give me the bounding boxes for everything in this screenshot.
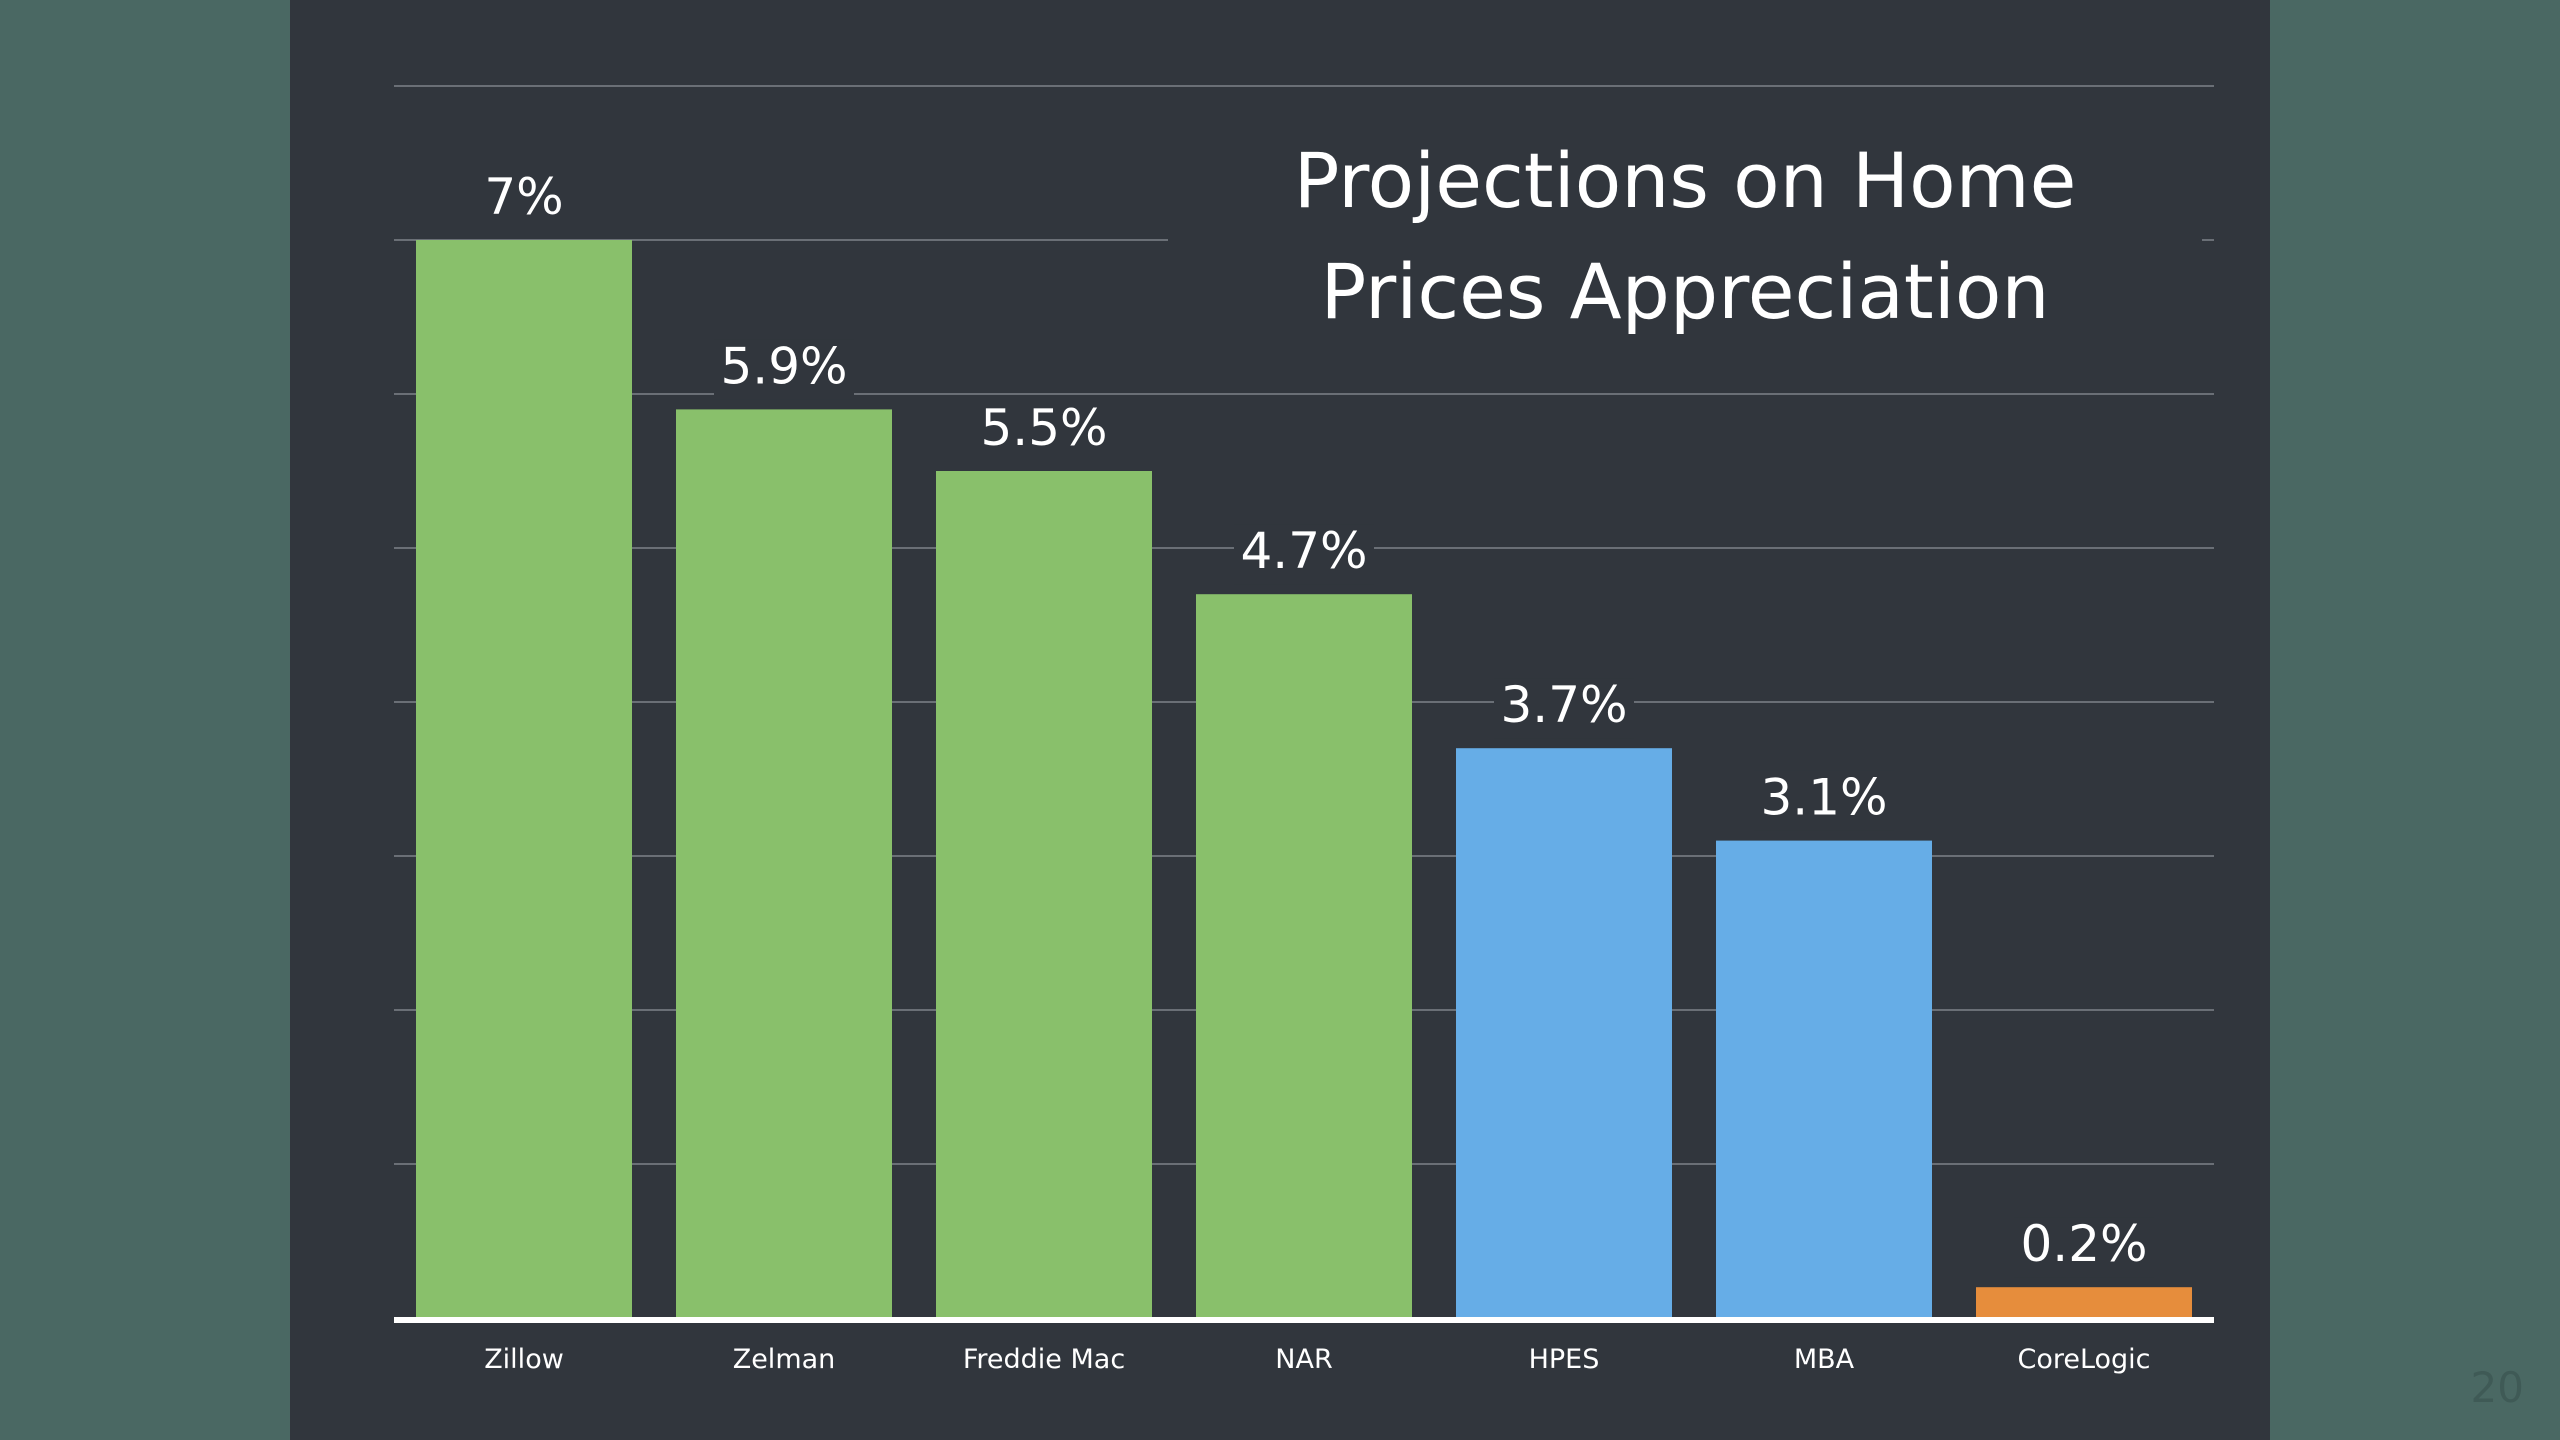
data-label-backdrop (1754, 770, 1894, 831)
bar-hpes (1456, 748, 1672, 1318)
bar-zillow (416, 240, 632, 1318)
data-label-backdrop (974, 401, 1114, 461)
bar-zelman (676, 409, 892, 1318)
category-tick-label: Freddie Mac (963, 1344, 1125, 1375)
title-backdrop (1168, 130, 2202, 370)
chart-title-line-1: Projections on Home (1294, 136, 2077, 225)
chart-title: Projections on Home Prices Appreciation (1294, 136, 2077, 336)
category-tick-label: HPES (1529, 1344, 1600, 1375)
data-label-backdrop (2014, 1217, 2154, 1278)
data-label: 5.5% (980, 399, 1107, 457)
data-label-backdrop (714, 339, 854, 400)
category-tick-label: CoreLogic (2017, 1344, 2150, 1375)
data-label: 4.7% (1240, 522, 1367, 580)
category-tick-label: Zelman (733, 1344, 836, 1375)
data-label-backdrop (1494, 678, 1634, 739)
category-tick-label: Zillow (484, 1344, 564, 1375)
bar-corelogic (1976, 1287, 2192, 1318)
category-tick-label: MBA (1794, 1344, 1855, 1375)
page-number: 20 (2470, 1363, 2524, 1412)
category-tick-labels: Zillow Zelman Freddie Mac NAR HPES MBA CoreLog… (484, 1344, 2150, 1375)
data-labels: 7% 5.9% 5.5% 4.7% 3.7% 3.1% 0.2% (484, 168, 2147, 1273)
bar-freddie-mac (936, 471, 1152, 1318)
data-label: 3.1% (1760, 769, 1887, 827)
data-label: 3.7% (1500, 676, 1627, 734)
bar-nar (1196, 594, 1412, 1318)
data-label: 0.2% (2020, 1215, 2147, 1273)
bars (416, 170, 2192, 1318)
bar-mba (1716, 840, 1932, 1318)
data-label-backdrop (454, 170, 594, 230)
data-label: 5.9% (720, 337, 847, 395)
chart-title-line-2: Prices Appreciation (1320, 247, 2049, 336)
data-label: 7% (484, 168, 563, 226)
data-label-backdrop (1234, 524, 1374, 585)
category-tick-label: NAR (1275, 1344, 1332, 1375)
